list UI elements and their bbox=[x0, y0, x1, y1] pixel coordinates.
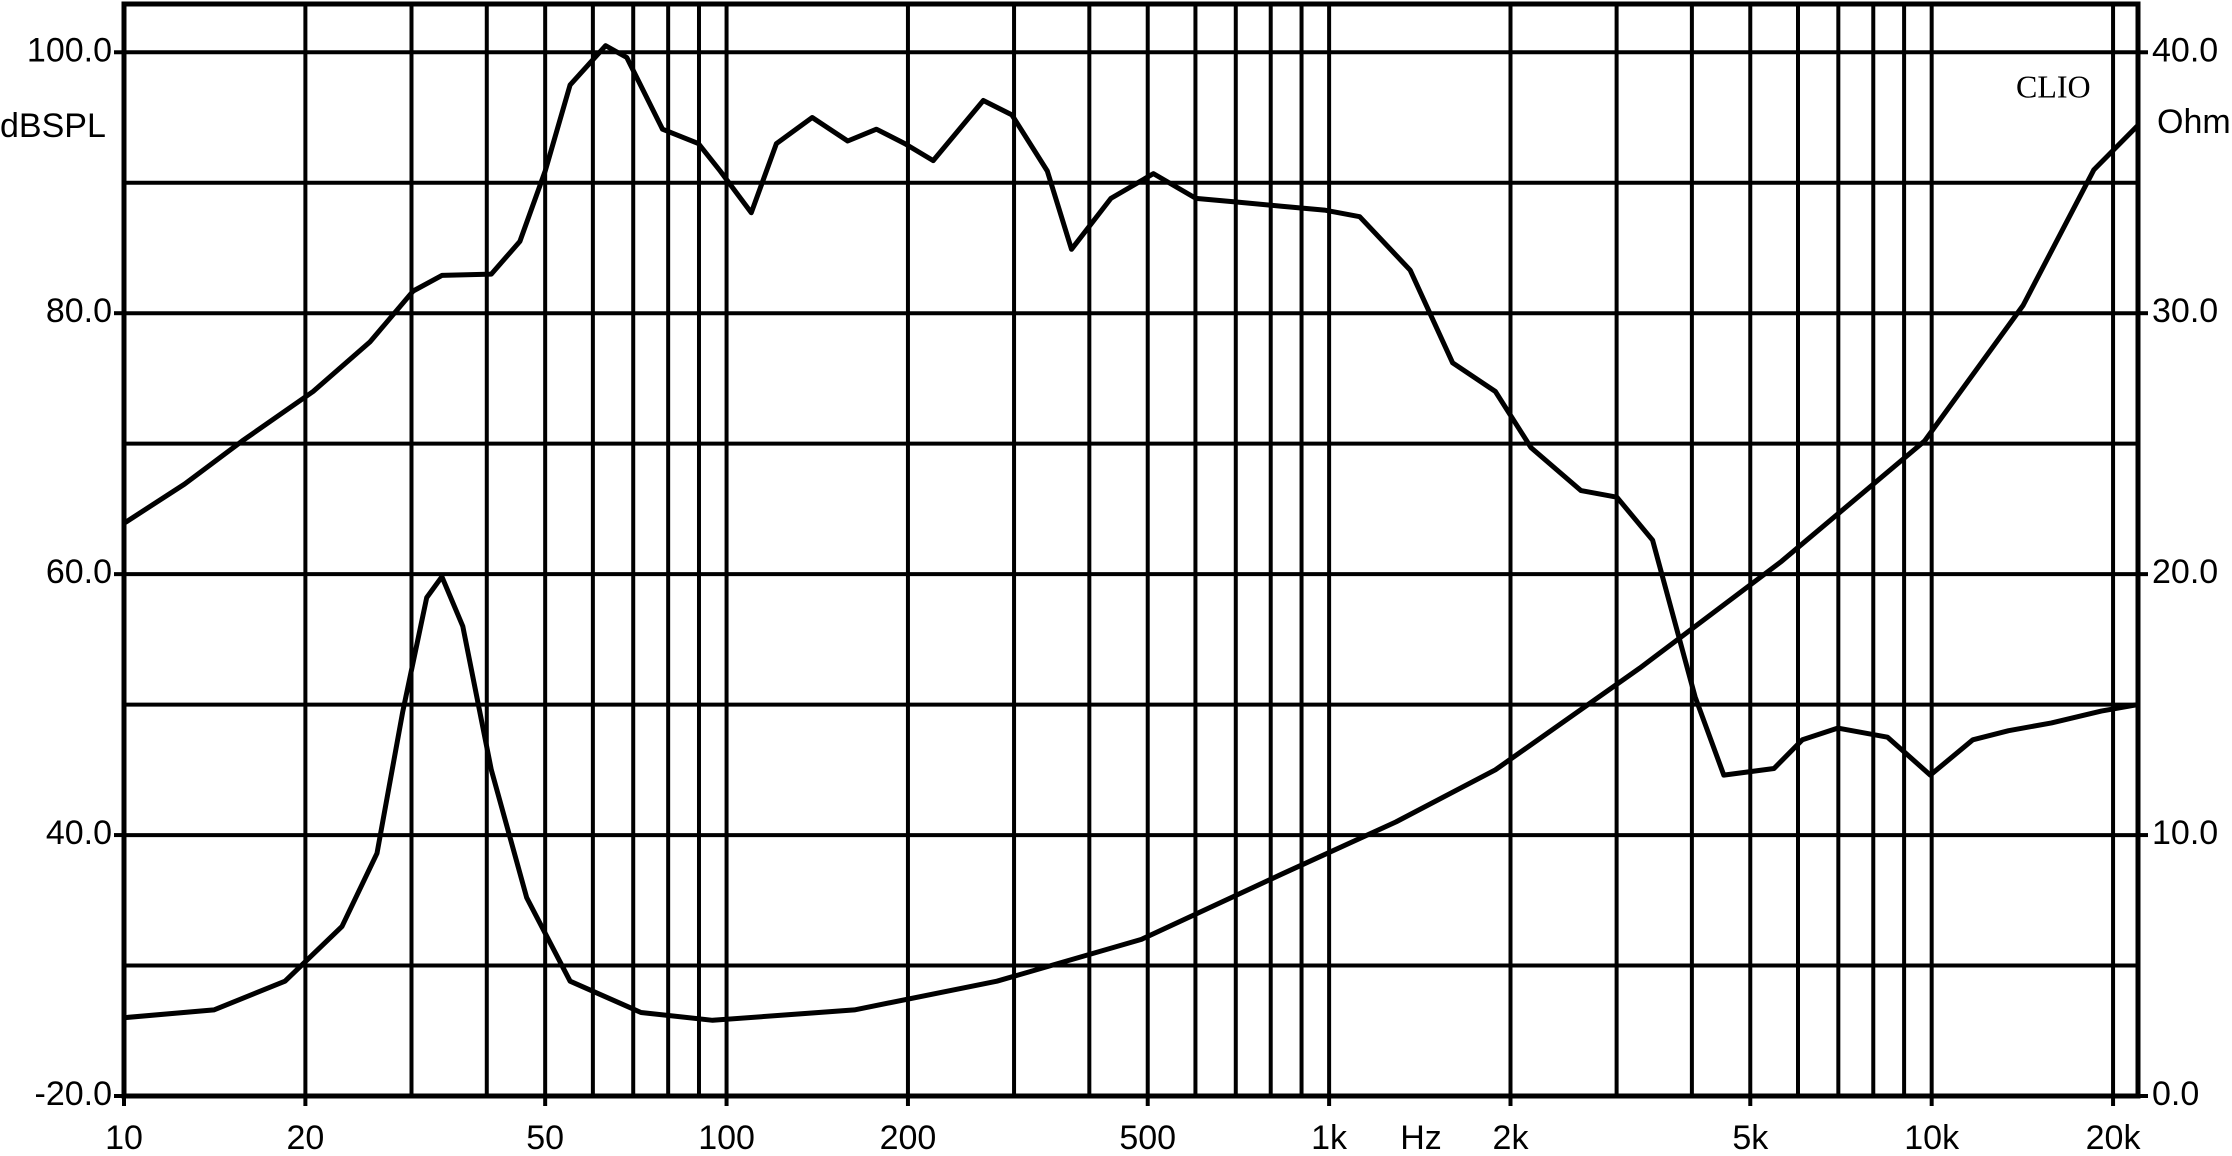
plot-frame bbox=[121, 1, 2141, 1099]
y-tick-label: 40.0 bbox=[46, 814, 112, 852]
x-tick-label: 500 bbox=[1119, 1119, 1176, 1156]
x-tick-label: 10 bbox=[105, 1119, 143, 1156]
x-axis-label: Hz bbox=[1400, 1119, 1442, 1156]
x-tick-label: 5k bbox=[1732, 1119, 1769, 1156]
y2-tick-label: 0.0 bbox=[2152, 1075, 2199, 1113]
x-tick-label: 1k bbox=[1311, 1119, 1348, 1156]
x-tick-label: 20k bbox=[2086, 1119, 2142, 1156]
y-axis-label: dBSPL bbox=[0, 107, 106, 145]
series-line bbox=[123, 123, 2140, 1023]
y2-axis-label: Ohm bbox=[2157, 103, 2231, 141]
series-line bbox=[122, 43, 2139, 778]
y-tick-label: 80.0 bbox=[46, 292, 112, 330]
y2-tick-label: 40.0 bbox=[2152, 31, 2218, 69]
x-tick-label: 2k bbox=[1493, 1119, 1530, 1156]
y-tick-label: -20.0 bbox=[35, 1075, 113, 1113]
annotation: CLIO bbox=[2016, 68, 2091, 104]
y-tick-label: 100.0 bbox=[27, 31, 112, 69]
y-tick-label: 60.0 bbox=[46, 553, 112, 591]
y2-tick-label: 10.0 bbox=[2152, 814, 2218, 852]
x-tick-label: 20 bbox=[286, 1119, 324, 1156]
x-tick-label: 100 bbox=[698, 1119, 755, 1156]
y2-tick-label: 20.0 bbox=[2152, 553, 2218, 591]
x-tick-label: 200 bbox=[880, 1119, 937, 1156]
y2-tick-label: 30.0 bbox=[2152, 292, 2218, 330]
x-tick-label: 10k bbox=[1904, 1119, 1960, 1156]
x-tick-label: 50 bbox=[526, 1119, 564, 1156]
